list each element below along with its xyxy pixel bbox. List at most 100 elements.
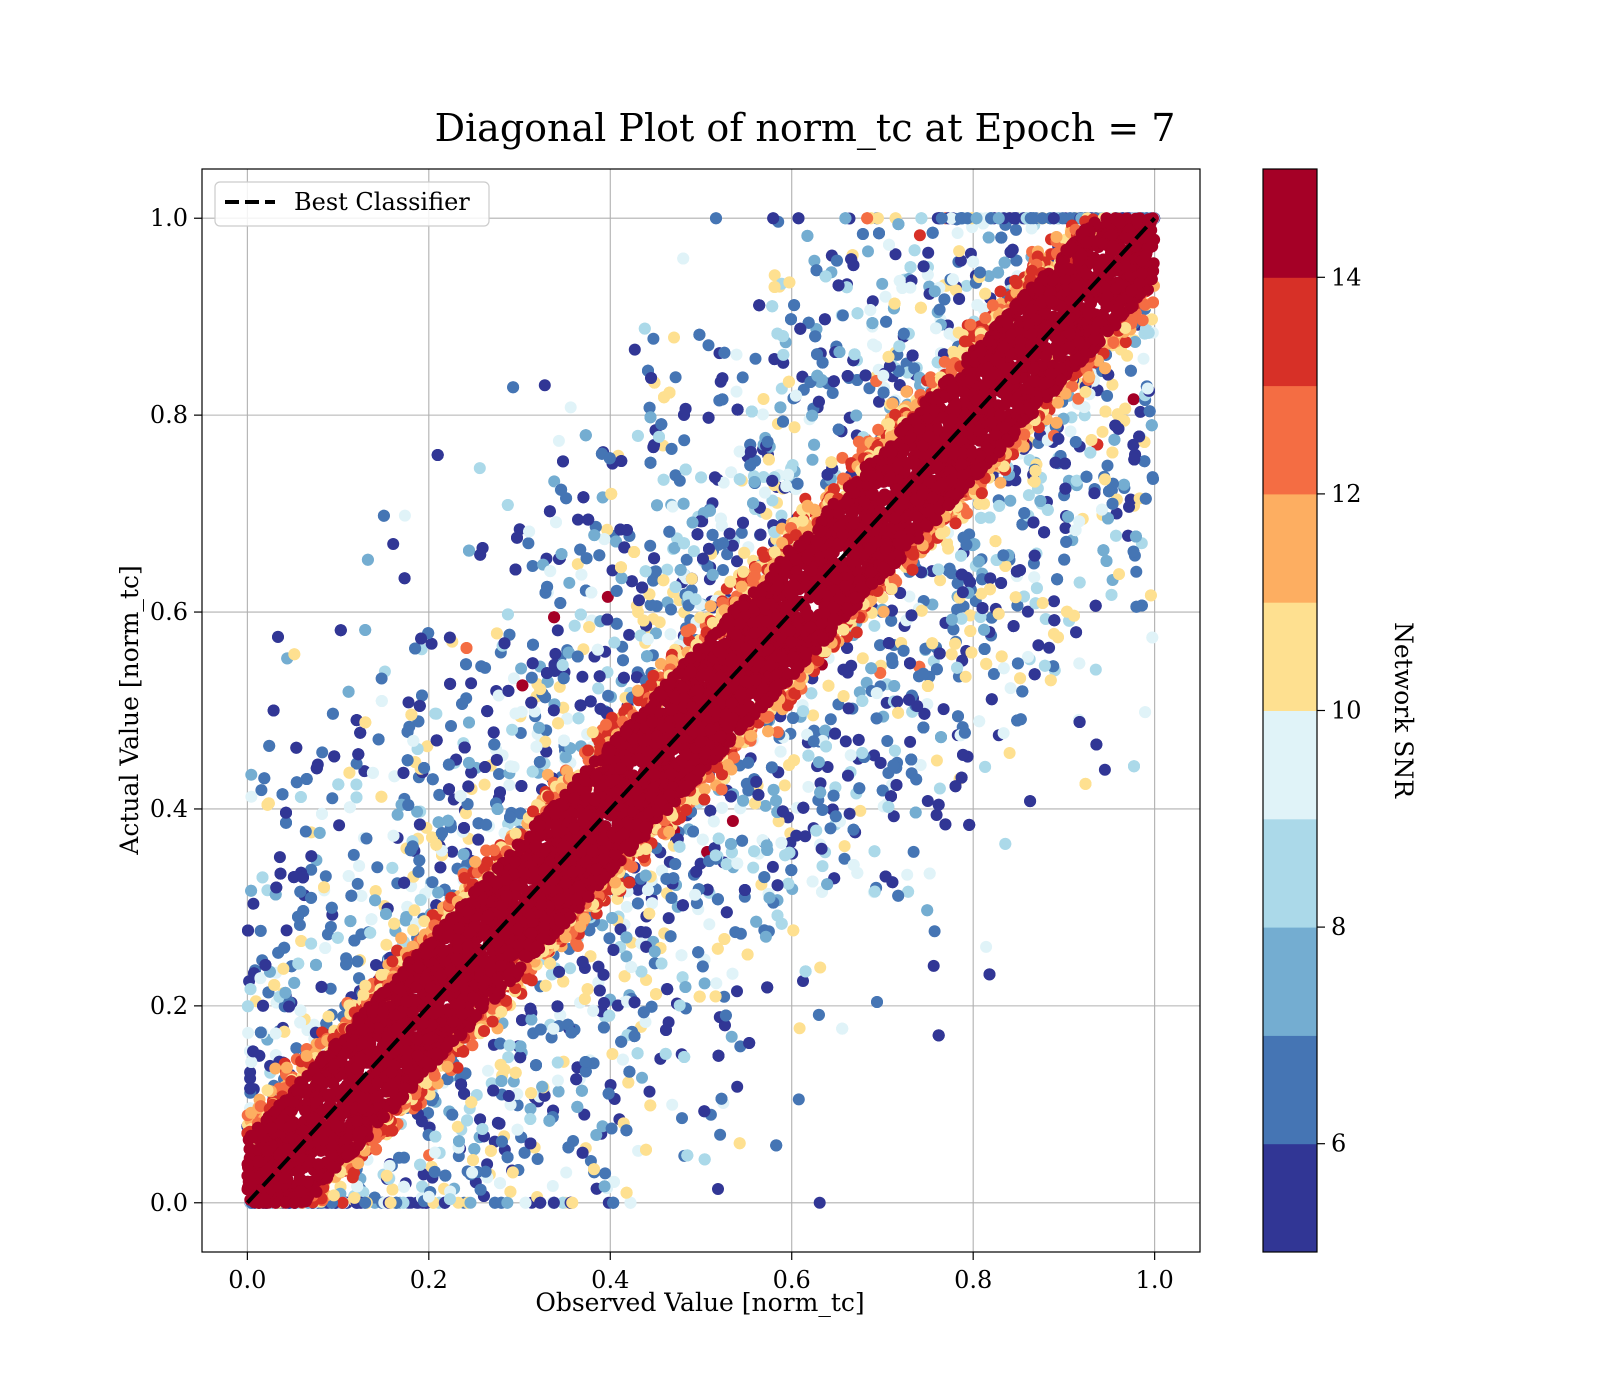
scatter-point <box>524 1113 537 1125</box>
scatter-point <box>325 901 338 914</box>
scatter-point <box>731 857 744 870</box>
scatter-point <box>588 529 601 542</box>
scatter-point <box>814 777 827 790</box>
scatter-point <box>328 750 341 763</box>
scatter-point <box>534 683 547 696</box>
scatter-point <box>262 797 275 810</box>
scatter-point <box>882 350 895 363</box>
scatter-point <box>631 897 644 910</box>
scatter-point <box>1073 657 1086 670</box>
scatter-point <box>548 475 561 488</box>
scatter-point <box>874 756 887 769</box>
scatter-point <box>292 910 304 923</box>
scatter-point <box>371 861 384 874</box>
scatter-point <box>494 1058 507 1071</box>
scatter-point <box>615 455 628 467</box>
scatter-point <box>734 927 747 940</box>
scatter-point <box>526 657 539 670</box>
scatter-point <box>848 348 861 361</box>
scatter-point <box>507 672 520 685</box>
scatter-point <box>565 1026 578 1039</box>
scatter-point <box>407 734 420 747</box>
scatter-point <box>707 815 720 828</box>
scatter-point <box>792 212 805 225</box>
scatter-point <box>639 926 652 939</box>
scatter-point <box>753 299 766 312</box>
scatter-point <box>847 823 860 836</box>
scatter-point <box>525 1013 538 1026</box>
scatter-point <box>568 619 581 632</box>
scatter-point <box>721 548 734 561</box>
scatter-point <box>1028 475 1041 488</box>
scatter-point <box>637 1006 650 1019</box>
scatter-point <box>465 677 478 690</box>
scatter-point <box>639 869 652 882</box>
scatter-point <box>353 859 366 872</box>
scatter-point <box>775 509 788 522</box>
scatter-point <box>885 790 897 803</box>
scatter-point <box>1084 446 1097 459</box>
scatter-point <box>270 881 283 894</box>
scatter-point <box>460 642 473 654</box>
scatter-point <box>987 668 1000 680</box>
scatter-point <box>664 930 677 943</box>
scatter-point <box>242 1026 255 1039</box>
scatter-point <box>747 861 760 874</box>
scatter-point <box>842 769 854 782</box>
scatter-point <box>913 229 926 242</box>
scatter-point <box>679 981 692 993</box>
scatter-point <box>480 818 493 831</box>
scatter-point <box>655 418 668 431</box>
scatter-point <box>660 872 673 885</box>
scatter-point <box>636 581 649 594</box>
scatter-point <box>827 375 840 388</box>
scatter-point <box>852 733 865 746</box>
scatter-point <box>426 876 439 889</box>
scatter-point <box>242 924 254 937</box>
scatter-point <box>785 864 798 877</box>
scatter-point <box>1036 597 1049 609</box>
scatter-point <box>776 805 789 818</box>
scatter-point <box>1137 352 1150 365</box>
scatter-point <box>646 897 658 910</box>
scatter-point <box>662 912 675 925</box>
scatter-point <box>711 893 724 906</box>
scatter-point <box>343 801 356 814</box>
scatter-point <box>669 858 682 870</box>
scatter-point <box>575 568 588 581</box>
scatter-point <box>386 1183 399 1196</box>
scatter-point <box>473 462 486 475</box>
scatter-point <box>995 650 1008 663</box>
scatter-point <box>1004 246 1017 259</box>
scatter-point <box>742 756 755 769</box>
scatter-point <box>244 1072 257 1085</box>
scatter-point <box>644 539 657 552</box>
scatter-point <box>799 830 812 843</box>
scatter-point <box>783 276 796 289</box>
scatter-point <box>703 504 716 517</box>
scatter-point <box>717 564 729 576</box>
scatter-point <box>421 740 434 753</box>
scatter-point <box>1139 706 1152 719</box>
scatter-point <box>997 662 1010 675</box>
scatter-point <box>352 748 365 761</box>
scatter-point <box>316 746 329 759</box>
scatter-point <box>648 945 661 958</box>
scatter-point <box>549 647 562 660</box>
scatter-point <box>733 445 746 458</box>
scatter-point <box>316 807 328 820</box>
scatter-point <box>272 630 284 643</box>
scatter-point <box>731 1080 744 1093</box>
scatter-point <box>413 818 426 831</box>
scatter-point <box>538 379 551 392</box>
scatter-point <box>825 456 838 469</box>
scatter-point <box>814 961 827 974</box>
scatter-point <box>443 783 455 796</box>
scatter-point <box>1143 405 1156 418</box>
scatter-point <box>603 1009 616 1022</box>
scatter-point <box>414 893 427 906</box>
scatter-point <box>760 839 773 852</box>
scatter-point <box>578 993 591 1005</box>
scatter-point <box>1059 522 1072 534</box>
scatter-point <box>673 999 686 1012</box>
